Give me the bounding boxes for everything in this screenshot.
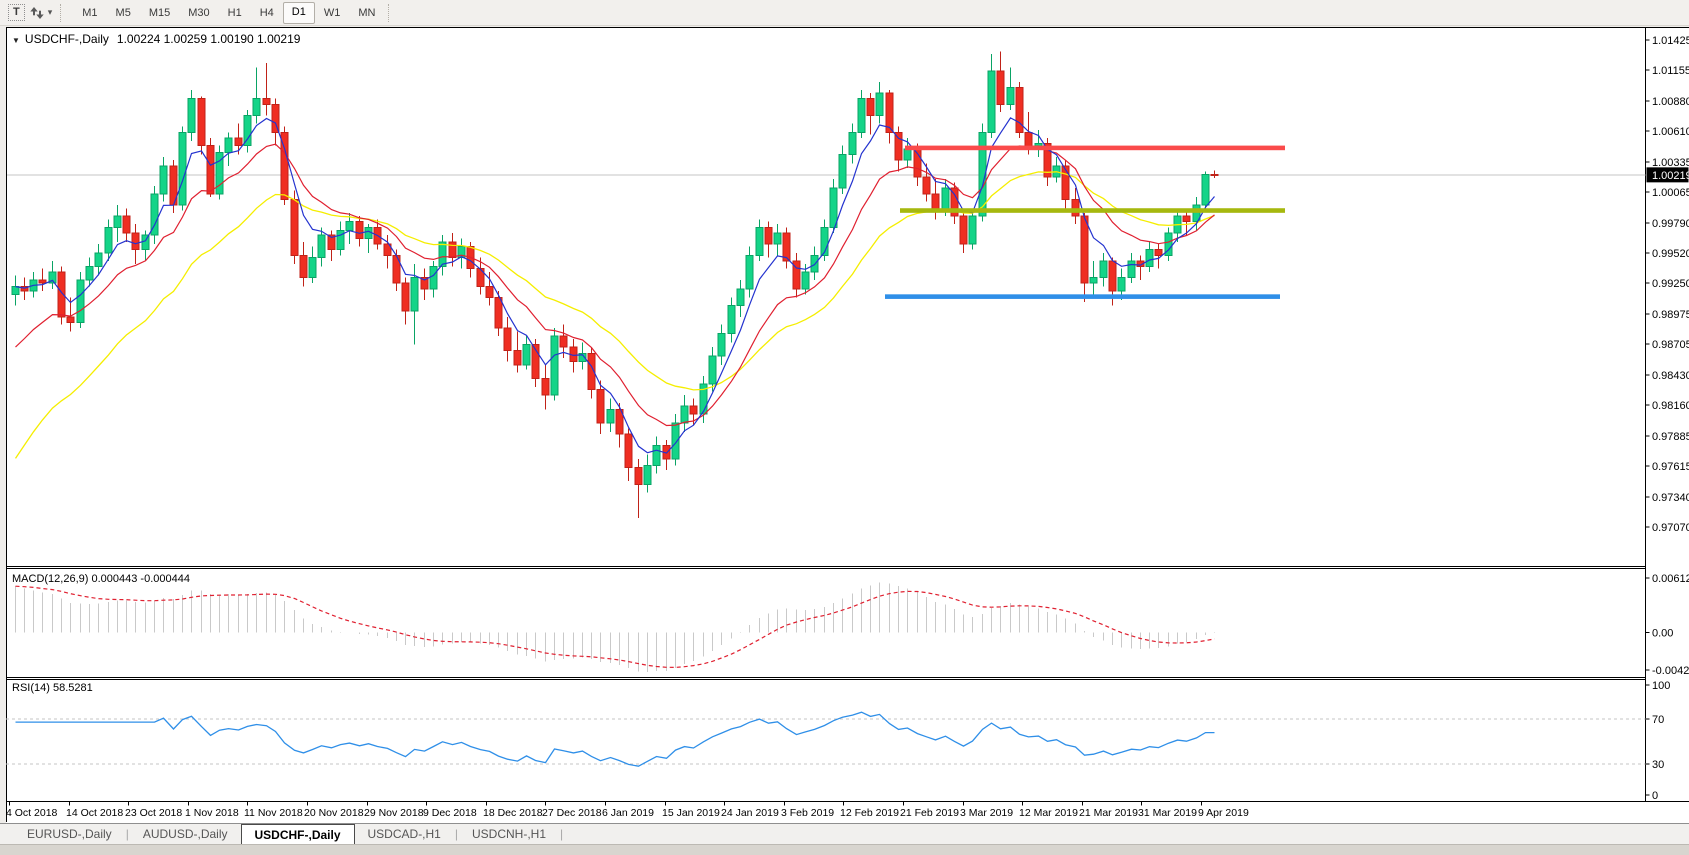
timeframe-button-H1[interactable]: H1	[219, 3, 251, 23]
chart-tab-audusd-daily[interactable]: AUDUSD-,Daily	[130, 824, 241, 843]
current-price-tag: 1.00219	[1647, 167, 1689, 182]
date-tick-label: 18 Dec 2018	[483, 807, 543, 819]
date-tick-label: 12 Mar 2019	[1019, 807, 1078, 819]
toolbar-grip[interactable]	[388, 4, 395, 22]
price-tick-label: 1.00065	[1652, 187, 1689, 199]
date-tick-label: 12 Feb 2019	[840, 807, 899, 819]
timeframe-button-H4[interactable]: H4	[251, 3, 283, 23]
price-tick-label: 1.00610	[1652, 126, 1689, 138]
chart-canvas[interactable]: 1.01425 1.01155 1.00880 1.00610 1.00335 1.000…	[6, 27, 1689, 823]
price-tick-label: 1.01155	[1652, 65, 1689, 77]
sort-arrows-icon	[29, 6, 45, 20]
price-tick-label: 1.00335	[1652, 157, 1689, 169]
support-hline-olive[interactable]	[900, 208, 1285, 213]
price-tick-label: 0.98430	[1652, 370, 1689, 382]
timeframe-button-M30[interactable]: M30	[179, 3, 218, 23]
chart-tab-usdchf-daily[interactable]: USDCHF-,Daily	[241, 824, 355, 844]
date-tick-label: 6 Jan 2019	[602, 807, 654, 819]
price-tick-label: 0.97070	[1652, 522, 1689, 534]
price-tick-label: 0.99250	[1652, 278, 1689, 290]
timeframe-button-M5[interactable]: M5	[107, 3, 140, 23]
chart-area[interactable]: 1.01425 1.01155 1.00880 1.00610 1.00335 1.000…	[6, 27, 1689, 823]
date-tick-label: 3 Mar 2019	[960, 807, 1013, 819]
text-tool-button[interactable]: T	[8, 3, 25, 23]
date-tick-label: 21 Mar 2019	[1079, 807, 1138, 819]
date-tick-label: 21 Feb 2019	[900, 807, 959, 819]
price-tick-label: 0.97615	[1652, 461, 1689, 473]
collapse-triangle-icon[interactable]: ▼	[12, 36, 20, 45]
dropdown-caret-icon[interactable]: ▾	[48, 7, 53, 18]
price-tick-label: 0.98975	[1652, 309, 1689, 321]
chart-tab-usdcnh-h1[interactable]: USDCNH-,H1	[459, 824, 559, 843]
text-tool-icon: T	[8, 4, 25, 21]
timeframe-button-M15[interactable]: M15	[140, 3, 179, 23]
date-tick-label: 9 Apr 2019	[1198, 807, 1249, 819]
resistance-hline[interactable]	[905, 146, 1285, 151]
toolbar-grip[interactable]	[60, 4, 67, 22]
tab-divider: |	[559, 827, 564, 841]
price-tick-label: 0.98160	[1652, 400, 1689, 412]
timeframe-button-M1[interactable]: M1	[73, 3, 106, 23]
status-bar	[0, 844, 1689, 855]
timeframe-button-D1[interactable]: D1	[283, 2, 315, 24]
rsi-label: RSI(14) 58.5281	[12, 682, 93, 694]
date-tick-label: 9 Dec 2018	[423, 807, 477, 819]
macd-tick-label: 0.00	[1652, 627, 1673, 639]
date-tick-label: 27 Dec 2018	[542, 807, 602, 819]
date-tick-label: 11 Nov 2018	[244, 807, 303, 819]
price-tick-label: 1.00880	[1652, 96, 1689, 108]
timeframe-button-W1[interactable]: W1	[315, 3, 350, 23]
date-tick-label: 14 Oct 2018	[66, 807, 123, 819]
chart-title-symbol: USDCHF-,Daily	[25, 32, 109, 46]
date-tick-label: 24 Jan 2019	[721, 807, 779, 819]
rsi-tick-label: 30	[1652, 759, 1664, 771]
support-hline-blue[interactable]	[885, 294, 1280, 299]
price-tick-label: 0.98705	[1652, 339, 1689, 351]
date-tick-label: 3 Feb 2019	[781, 807, 834, 819]
price-tick-label: 0.99520	[1652, 248, 1689, 260]
price-tick-label: 1.01425	[1652, 35, 1689, 47]
price-tick-label: 0.99790	[1652, 218, 1689, 230]
date-tick-label: 31 Mar 2019	[1138, 807, 1197, 819]
date-tick-label: 29 Nov 2018	[364, 807, 424, 819]
macd-tick-label: -0.00425	[1652, 665, 1689, 677]
chart-title: ▼ USDCHF-,Daily 1.00224 1.00259 1.00190 1.…	[12, 32, 300, 46]
date-tick-label: 15 Jan 2019	[662, 807, 720, 819]
chart-tab-eurusd-daily[interactable]: EURUSD-,Daily	[14, 824, 125, 843]
price-tick-label: 0.97340	[1652, 492, 1689, 504]
timeframe-button-MN[interactable]: MN	[349, 3, 384, 23]
chart-title-ohlc: 1.00224 1.00259 1.00190 1.00219	[117, 32, 301, 46]
macd-tick-label: 0.006125	[1652, 573, 1689, 585]
arrows-tool-button[interactable]: ▾	[29, 3, 53, 23]
rsi-tick-label: 100	[1652, 680, 1670, 692]
rsi-tick-label: 70	[1652, 714, 1664, 726]
rsi-tick-label: 0	[1652, 790, 1658, 802]
svg-text:1.00219: 1.00219	[1652, 170, 1689, 182]
date-tick-label: 23 Oct 2018	[125, 807, 182, 819]
date-tick-label: 1 Nov 2018	[185, 807, 239, 819]
macd-label: MACD(12,26,9) 0.000443 -0.000444	[12, 573, 190, 585]
date-tick-label: 20 Nov 2018	[304, 807, 364, 819]
date-tick-label: 4 Oct 2018	[6, 807, 58, 819]
chart-tab-usdcad-h1[interactable]: USDCAD-,H1	[355, 824, 454, 843]
price-tick-label: 0.97885	[1652, 431, 1689, 443]
